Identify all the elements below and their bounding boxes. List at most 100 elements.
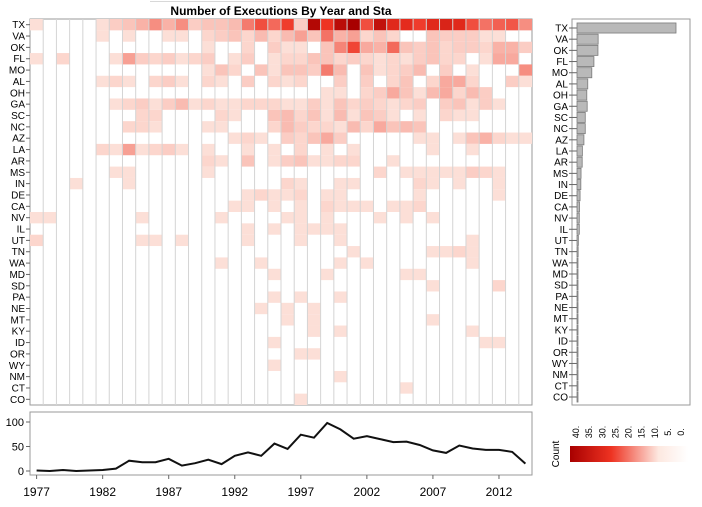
heatmap-cell	[214, 109, 229, 122]
heatmap-cell	[439, 98, 453, 110]
barchart-bar	[576, 212, 580, 224]
linechart-x-label: 1997	[287, 485, 314, 499]
heatmap-cell	[214, 19, 229, 31]
heatmap-cell	[267, 189, 281, 201]
heatmap-row-label: OK	[11, 43, 26, 54]
heatmap-cell	[30, 234, 44, 247]
heatmap-cell	[333, 75, 348, 88]
heatmap-cell	[241, 143, 255, 156]
heatmap-cell	[294, 177, 308, 190]
heatmap-row-label: NM	[9, 372, 25, 383]
heatmap-cell	[307, 109, 321, 122]
heatmap-cell	[96, 19, 110, 31]
heatmap-cell	[122, 98, 136, 110]
heatmap-cell	[267, 336, 281, 349]
heatmap-cell	[281, 41, 295, 54]
heatmap-cell	[333, 200, 348, 212]
heatmap-cell	[122, 53, 136, 65]
heatmap-cell	[267, 223, 281, 235]
barchart-bar	[576, 100, 588, 112]
heatmap-cell	[135, 98, 149, 110]
heatmap-cell	[307, 302, 321, 315]
heatmap-cell	[307, 53, 321, 65]
heatmap-cell	[426, 75, 440, 88]
heatmap-cell	[30, 19, 44, 31]
heatmap-cell	[267, 30, 281, 42]
heatmap-cell	[399, 121, 414, 133]
heatmap-cell	[294, 41, 308, 54]
heatmap-cell	[386, 53, 400, 65]
heatmap-cell	[333, 155, 348, 167]
barchart-category-label: AZ	[555, 135, 568, 146]
heatmap-cell	[241, 19, 255, 31]
heatmap-cell	[320, 143, 334, 156]
heatmap-cell	[135, 234, 149, 247]
heatmap-cell	[465, 98, 480, 110]
heatmap-cell	[30, 212, 44, 224]
heatmap-cell	[373, 19, 387, 31]
heatmap-cell	[413, 53, 427, 65]
barchart-bar	[576, 190, 581, 202]
heatmap-cell	[148, 109, 163, 122]
heatmap-cell	[320, 223, 334, 235]
barchart-category-label: TX	[555, 24, 568, 35]
heatmap-row-label: IN	[15, 179, 25, 190]
heatmap-cell	[360, 41, 374, 54]
heatmap-cell	[294, 348, 308, 360]
barchart-category-label: OR	[553, 348, 568, 359]
barchart-bar	[576, 67, 593, 79]
heatmap-cell	[294, 64, 308, 76]
heatmap-cell	[320, 109, 334, 122]
heatmap-cell	[399, 75, 414, 88]
heatmap-cell	[201, 53, 215, 65]
heatmap-cell	[228, 30, 242, 42]
heatmap-cell	[214, 75, 229, 88]
barchart-bar	[576, 268, 579, 280]
heatmap-cell	[386, 75, 400, 88]
heatmap-cell	[241, 98, 255, 110]
heatmap-cell	[175, 234, 189, 247]
legend-tick-label: 30.	[597, 426, 607, 439]
barchart-bar	[576, 369, 579, 381]
heatmap-cell	[386, 109, 400, 122]
heatmap-cell	[399, 41, 414, 54]
barchart-category-label: KY	[555, 325, 569, 336]
heatmap-cell	[465, 325, 480, 337]
heatmap-cell	[439, 75, 453, 88]
heatmap-cell	[399, 19, 414, 31]
heatmap-row-label: NV	[11, 213, 25, 224]
heatmap-cell	[399, 268, 414, 281]
heatmap-row-label: AR	[11, 156, 25, 167]
heatmap-cell	[135, 19, 149, 31]
heatmap-cell	[175, 53, 189, 65]
heatmap-cell	[386, 98, 400, 110]
legend-tick-label: 20.	[624, 426, 634, 439]
heatmap-cell	[281, 189, 295, 201]
heatmap-cell	[281, 53, 295, 65]
heatmap-cell	[307, 121, 321, 133]
heatmap-cell	[320, 64, 334, 76]
heatmap-cell	[518, 64, 532, 76]
chart-title: Number of Executions By Year and Sta	[170, 4, 392, 18]
heatmap-cell	[320, 30, 334, 42]
heatmap-cell	[320, 132, 334, 144]
barchart-bar	[576, 391, 579, 403]
linechart-series-line	[36, 421, 527, 473]
barchart-category-label: CO	[553, 393, 568, 404]
heatmap-cell	[201, 166, 215, 178]
linechart-x-label: 2002	[354, 485, 381, 499]
heatmap-cell	[320, 268, 334, 281]
heatmap-cell	[294, 155, 308, 167]
barchart-bar	[576, 290, 579, 302]
legend-tick-label: 35.	[584, 426, 594, 439]
barchart-category-label: MO	[552, 68, 568, 79]
heatmap-cell	[56, 53, 70, 65]
heatmap-cell	[228, 132, 242, 144]
heatmap-row-label: CT	[12, 383, 25, 394]
heatmap-cell	[30, 53, 44, 65]
heatmap-cell	[254, 189, 268, 201]
heatmap-cell	[122, 143, 136, 156]
barchart-bar	[576, 380, 579, 392]
heatmap-cell	[175, 143, 189, 156]
heatmap-row-label: WY	[9, 361, 25, 372]
